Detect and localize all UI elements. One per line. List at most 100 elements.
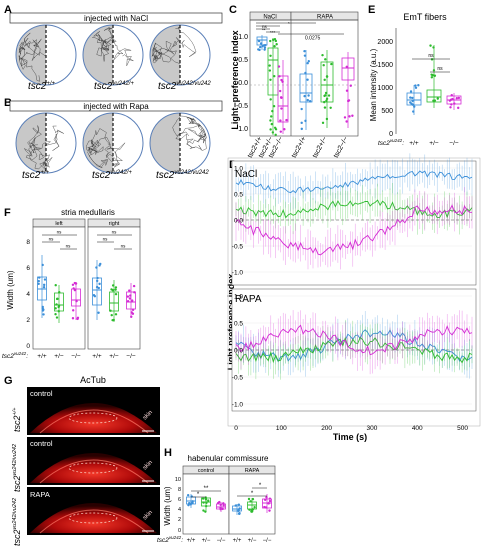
c-rapa-wt-point <box>303 49 306 53</box>
panel-d-outer-frame <box>227 157 481 427</box>
panel-g-row-label: tsc2+/+ <box>12 407 22 432</box>
c-rapa-het-box <box>320 61 334 103</box>
h-ctrl-het-point <box>204 496 208 500</box>
panel-f-ytick: 4 <box>26 291 30 298</box>
c-rapa-het-point <box>321 53 324 57</box>
arena-dark-half <box>16 25 46 85</box>
panel-h-title: habenular commissure <box>188 454 269 463</box>
arena-dark-half <box>150 113 180 173</box>
panel-h-ytick: 4 <box>178 507 181 513</box>
panel-c-ytick: 0.0 <box>238 80 248 87</box>
e-wt-point <box>412 110 415 113</box>
panel-b: B injected with Rapa tsc2+/+ tsc2vu242/+… <box>4 97 223 181</box>
f-left-wt-point <box>42 313 45 316</box>
panel-f-ytick: 8 <box>26 239 30 246</box>
panel-f-xlabel: −/− <box>126 353 136 360</box>
e-het-point <box>433 74 437 77</box>
panel-c-facet-label: RAPA <box>317 15 333 21</box>
f-left-het-point <box>58 291 61 294</box>
c-rapa-het-point <box>327 94 331 97</box>
h-rapa-wt-point <box>237 509 240 512</box>
e-wt-point <box>417 84 420 87</box>
f-left-het-point <box>54 307 57 310</box>
c-nacl-wt-point <box>263 46 267 49</box>
panel-h-xlabel: +/− <box>248 538 257 544</box>
panel-a: A injected with NaCl tsc2+/+ tsc2vu242/+… <box>4 4 223 92</box>
panel-h-xlabel: −/− <box>217 538 226 544</box>
panel-g-title: AcTub <box>80 375 106 385</box>
panel-letter-a: A <box>4 4 12 16</box>
panel-e-ytick: 1000 <box>377 85 393 92</box>
panel-e-xlabel: −/− <box>449 140 459 147</box>
c-nacl-het-point <box>274 133 277 137</box>
f-right-wt-point <box>95 266 98 269</box>
panel-e-sig-label: ns <box>437 66 443 72</box>
panel-f-ytick: 6 <box>26 265 30 272</box>
c-rapa-wt-point <box>304 119 307 123</box>
c-nacl-wt-point <box>259 45 262 49</box>
panel-h-xlabel: −/− <box>263 538 272 544</box>
panel-letter-b: B <box>4 97 12 109</box>
c-nacl-het-point <box>272 104 276 108</box>
h-rapa-hom-point <box>268 509 271 512</box>
mean-line <box>235 204 473 256</box>
panel-d-ytick: 0.5 <box>234 321 243 328</box>
f-left-wt-point <box>42 283 46 287</box>
panel-e-ytick: 1500 <box>377 62 393 69</box>
panel-b-arenas <box>15 112 211 174</box>
h-ctrl-het-point <box>204 510 207 513</box>
h-ctrl-hom-point <box>222 502 225 505</box>
panel-d-ytick: -0.5 <box>232 244 244 251</box>
panel-d-bottom-series <box>235 310 473 380</box>
panel-c-facet-label: NaCl <box>263 15 276 21</box>
e-het-point <box>436 97 439 100</box>
panel-letter-h: H <box>164 447 172 459</box>
panel-g-images <box>27 387 160 535</box>
c-rapa-hom-point <box>347 99 350 103</box>
panel-d-top-grid <box>236 167 472 273</box>
micrograph-skin-edge <box>39 509 149 534</box>
panel-c-ytick: -0.5 <box>236 103 248 110</box>
c-nacl-wt-point <box>261 44 264 48</box>
h-ctrl-hom-point <box>216 501 220 505</box>
h-rapa-het-point <box>249 500 252 503</box>
e-het-point <box>429 44 432 47</box>
panel-f-sig-label: ns <box>121 244 127 249</box>
c-nacl-het-point <box>273 126 277 129</box>
panel-g-skin-label: skin <box>142 410 154 422</box>
f-right-het-point <box>111 284 115 287</box>
f-left-wt-point <box>37 279 40 283</box>
mean-line <box>235 170 473 194</box>
panel-h-sig-label: * <box>197 492 200 498</box>
panel-e-ytick: 0 <box>389 131 393 138</box>
panel-h-ytick: 0 <box>178 528 181 534</box>
e-hom-point <box>455 96 459 100</box>
h-ctrl-het-point <box>204 504 208 508</box>
f-right-wt-point <box>95 279 99 283</box>
f-left-hom-point <box>71 283 75 286</box>
panel-g-condition: control <box>30 389 53 398</box>
panel-d-top-series <box>235 153 473 270</box>
f-right-wt-point <box>97 286 101 290</box>
f-right-hom-point <box>126 300 130 303</box>
panel-d-top-frame <box>231 160 477 286</box>
c-rapa-het-point <box>323 100 326 104</box>
f-left-het-point <box>55 303 58 306</box>
h-ctrl-wt-point <box>186 493 190 497</box>
panel-f-facet-label: left <box>55 221 63 227</box>
panel-f-xlabel: +/+ <box>37 353 47 360</box>
panel-f-xlabel: +/+ <box>92 353 102 360</box>
panel-d-xtick: 100 <box>276 425 287 432</box>
genotype-label-1: tsc2+/+ <box>28 81 56 92</box>
c-rapa-het-point <box>330 62 333 66</box>
e-wt-point <box>411 96 414 100</box>
h-ctrl-wt-point <box>190 495 193 498</box>
c-nacl-hom-point <box>280 96 283 100</box>
panel-e-sig-label: ns <box>428 53 434 59</box>
panel-a-title-box <box>9 12 223 24</box>
c-nacl-hom-point <box>278 89 282 93</box>
micrograph-skin-edge <box>39 409 149 434</box>
h-rapa-hom-point <box>268 497 272 500</box>
panel-c-sig-label: ns <box>262 24 268 29</box>
e-het-box <box>426 89 442 103</box>
